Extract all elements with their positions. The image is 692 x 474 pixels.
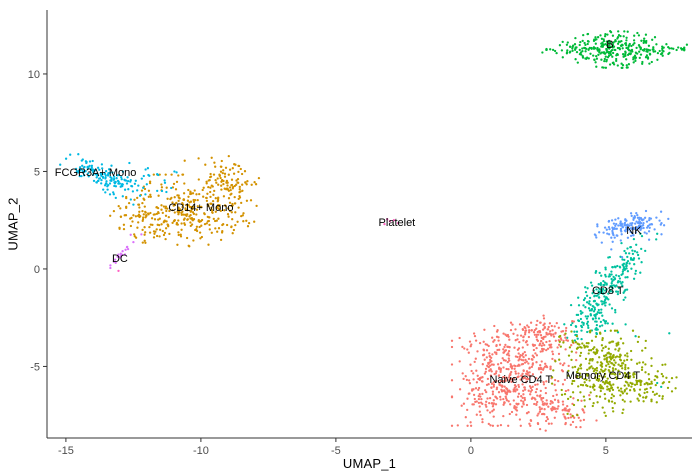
cluster-cd8-t (563, 232, 671, 389)
cluster-naive-cd4-t (450, 314, 598, 432)
cluster-nk (593, 209, 670, 259)
cluster-platelet (117, 218, 400, 273)
cluster-b (541, 30, 689, 70)
cluster-label-b: B (606, 39, 613, 51)
y-tick-label: -5 (30, 361, 40, 373)
cluster-label-platelet: Platelet (379, 217, 416, 229)
y-tick-label: 5 (34, 166, 40, 178)
cluster-label-dc: DC (112, 253, 128, 265)
cluster-label-naive-cd4-t: Naive CD4 T (489, 374, 552, 386)
x-tick-label: 0 (468, 445, 474, 457)
y-tick-label: 10 (28, 69, 40, 81)
y-axis-title: UMAP_2 (5, 197, 21, 251)
cluster-label-cd14-mono: CD14+ Mono (168, 202, 233, 214)
cluster-memory-cd4-t (550, 329, 678, 418)
x-tick-label: -5 (331, 445, 341, 457)
cluster-label-nk: NK (626, 225, 642, 237)
x-tick-label: -15 (58, 445, 74, 457)
cluster-label-fcgr3a-mono: FCGR3A+ Mono (55, 167, 137, 179)
cluster-fcgr3a-mono (59, 153, 178, 206)
x-tick-label: -10 (193, 445, 209, 457)
x-tick-label: 5 (603, 445, 609, 457)
y-tick-label: 0 (34, 264, 40, 276)
x-axis-title: UMAP_1 (342, 456, 397, 471)
cluster-dc (109, 233, 143, 270)
cluster-label-cd8-t: CD8 T (592, 285, 624, 297)
cluster-label-memory-cd4-t: Memory CD4 T (566, 370, 641, 382)
